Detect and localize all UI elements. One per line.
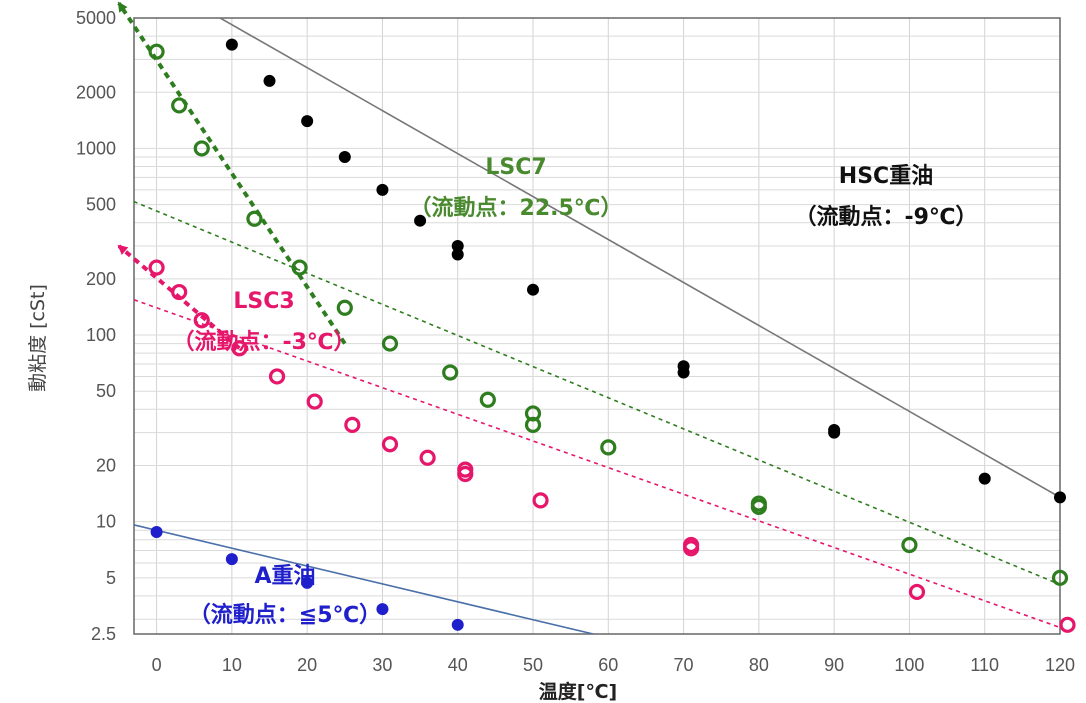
y-tick-label: 5000: [76, 8, 116, 28]
lsc3-data-point: [1059, 616, 1076, 633]
lsc7-fit-line: [134, 200, 1060, 586]
data-points: [148, 38, 1076, 633]
hsc-pour-point-label: （流動点：-9℃）: [794, 204, 977, 230]
a-fit-line: [134, 524, 594, 634]
lsc7-label: LSC7: [485, 155, 546, 180]
y-tick-label: 2000: [76, 82, 116, 102]
hsc-data-point: [263, 74, 276, 87]
y-tick-labels: 2.5 5 10 20 50 100 200 500 1000 2000 5000: [76, 8, 116, 644]
lsc3-data-point: [381, 436, 399, 453]
y-tick-label: 20: [96, 455, 116, 475]
hsc-fit-line: [218, 18, 1060, 499]
lsc7-data-point: [750, 498, 767, 515]
lsc3-data-point: [306, 393, 323, 410]
lsc7-extrapolation-arrow: [117, 1, 347, 345]
y-tick-label: 1000: [76, 138, 116, 158]
lsc7-pour-point-label: （流動点：22.5℃）: [410, 195, 623, 221]
lsc7-data-point: [148, 43, 165, 60]
fit-lines: [134, 18, 1060, 634]
lsc3-data-point: [683, 540, 700, 557]
hsc-data-point: [376, 183, 389, 196]
lsc3-data-point: [171, 283, 188, 301]
a-data-point: [150, 526, 163, 539]
y-tick-label: 500: [86, 195, 116, 215]
plot-area-border: [133, 17, 1061, 635]
a-data-point: [225, 553, 238, 566]
x-tick-label: 90: [824, 655, 844, 675]
lsc3-label: LSC3: [233, 289, 294, 314]
a-data-point: [451, 618, 464, 631]
y-tick-label: 200: [86, 269, 116, 289]
lsc7-data-point: [524, 416, 542, 433]
lsc3-data-point: [908, 583, 926, 601]
x-tick-label: 0: [152, 655, 162, 675]
lsc7-data-point: [246, 210, 263, 227]
a-data-point: [376, 603, 389, 616]
lsc3-fit-line: [134, 298, 1060, 629]
x-tick-label: 120: [1045, 655, 1075, 675]
hsc-data-point: [225, 38, 238, 51]
x-tick-label: 20: [297, 655, 317, 675]
a-data-point: [301, 576, 314, 589]
lsc3-data-point: [268, 368, 286, 385]
grid-lines: [134, 18, 1061, 634]
lsc3-data-point: [419, 449, 436, 466]
lsc7-data-point: [901, 536, 918, 554]
x-tick-label: 30: [372, 655, 392, 675]
y-tick-label: 2.5: [91, 624, 116, 644]
hsc-data-point: [301, 115, 314, 128]
x-tick-label: 100: [894, 655, 924, 675]
lsc7-data-point: [600, 439, 617, 456]
hsc-data-point: [978, 472, 991, 485]
hsc-data-point: [527, 283, 540, 296]
lsc7-data-point: [291, 259, 308, 276]
x-axis-label: 温度[℃]: [539, 680, 617, 703]
x-tick-label: 70: [674, 655, 694, 675]
hsc-data-point: [828, 426, 841, 439]
a-oil-label: A重油: [254, 564, 315, 589]
hsc-data-point: [677, 366, 690, 379]
lsc7-data-point: [336, 299, 353, 316]
lsc7-data-point: [193, 140, 210, 157]
lsc7-data-point: [1051, 569, 1069, 586]
y-axis-label: 動粘度 [cSt]: [27, 284, 49, 392]
lsc3-data-point: [457, 465, 474, 483]
hsc-label: HSC重油: [839, 164, 933, 189]
x-tick-label: 80: [749, 655, 769, 675]
lsc3-data-point: [193, 312, 210, 329]
hsc-data-point: [451, 248, 464, 261]
hsc-data-point: [414, 214, 427, 227]
hsc-data-point: [451, 240, 464, 253]
y-tick-label: 10: [96, 512, 116, 532]
x-tick-label: 50: [523, 655, 543, 675]
x-tick-label: 110: [970, 655, 999, 675]
hsc-data-point: [338, 150, 351, 163]
lsc7-data-point: [479, 391, 496, 408]
hsc-data-point: [1054, 491, 1066, 504]
lsc3-pour-point-label: （流動点：-3℃）: [172, 329, 355, 355]
a-oil-pour-point-label: （流動点：≦5℃）: [189, 602, 381, 628]
lsc3-data-point: [231, 340, 248, 357]
x-tick-label: 40: [448, 655, 468, 675]
lsc7-data-point: [171, 97, 188, 114]
y-tick-label: 5: [106, 568, 116, 588]
lsc3-data-point: [344, 416, 361, 433]
y-tick-label: 100: [86, 325, 116, 345]
lsc3-data-point: [148, 259, 165, 276]
y-tick-label: 50: [96, 381, 116, 401]
lsc3-data-point: [532, 492, 549, 509]
x-tick-label: 10: [222, 655, 242, 675]
lsc7-data-point: [442, 364, 459, 381]
lsc7-data-point: [381, 335, 399, 352]
x-tick-labels: 0 10 20 30 40 50 60 70 80 90 100 110 120: [152, 655, 1075, 675]
x-tick-label: 60: [598, 655, 618, 675]
